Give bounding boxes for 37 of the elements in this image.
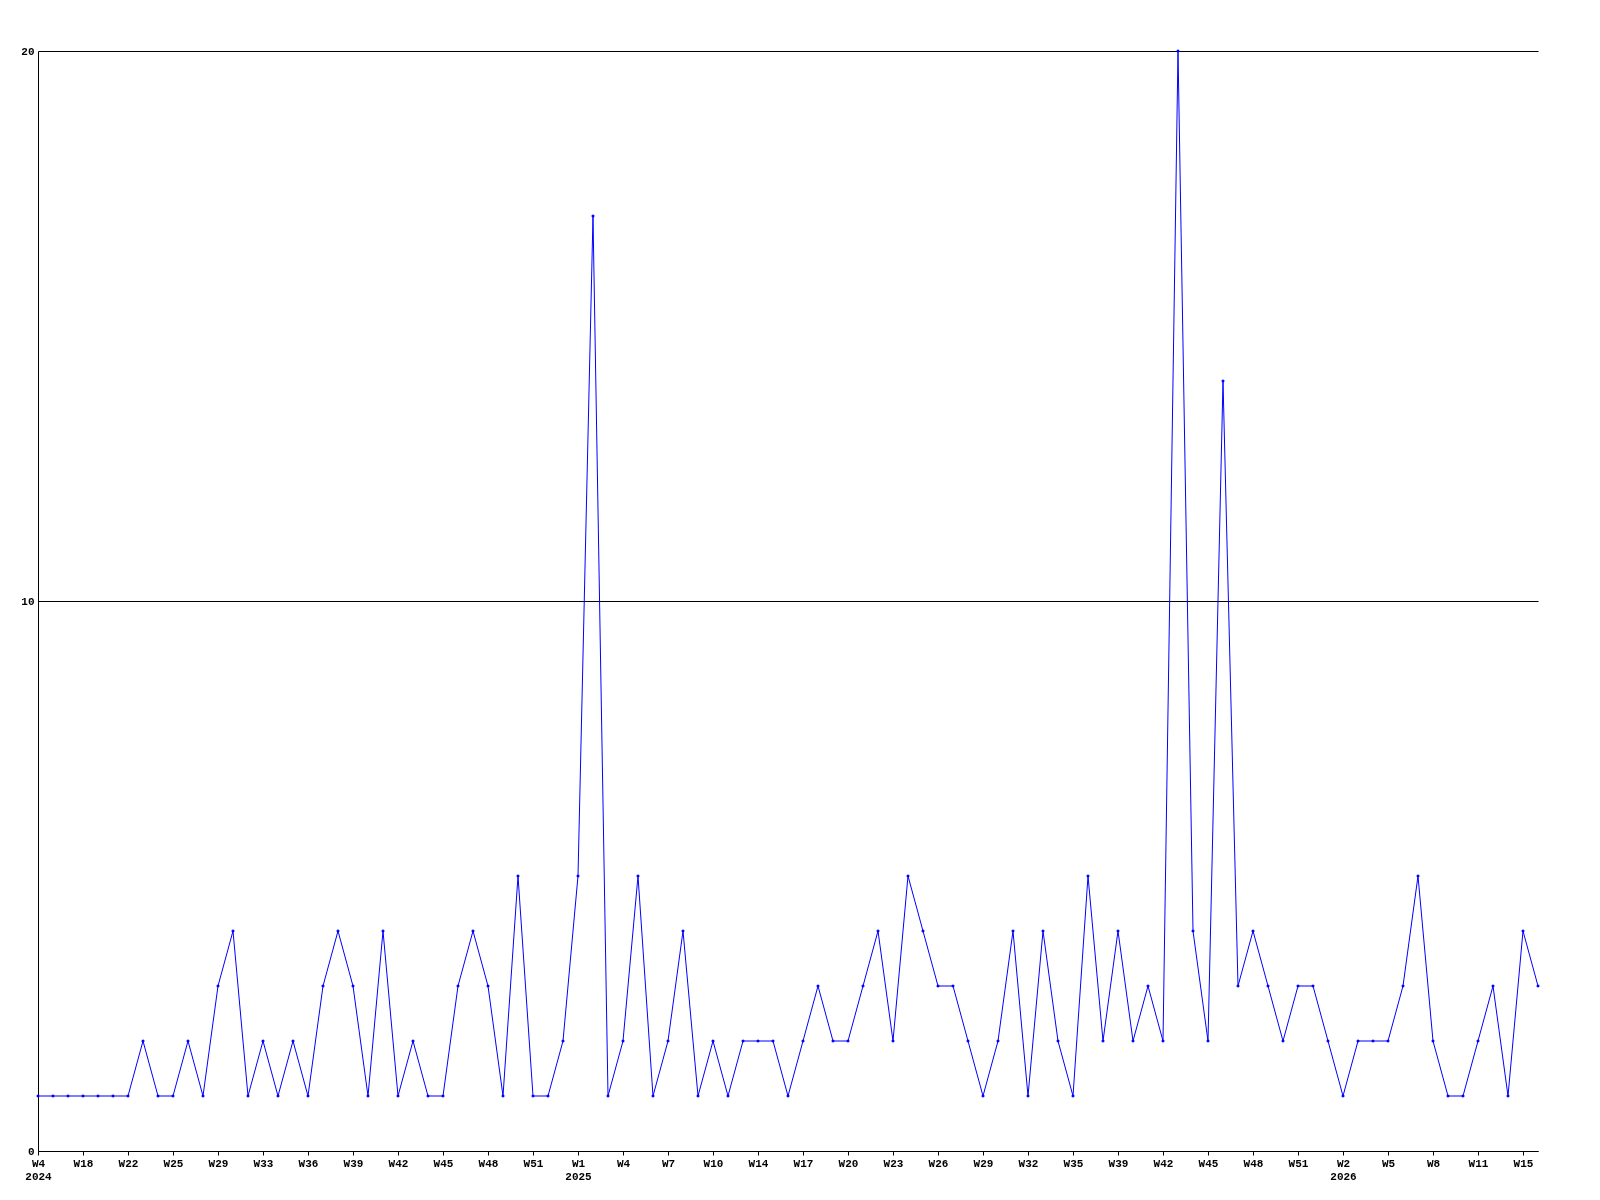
- x-tick-label: W4: [616, 1157, 631, 1170]
- x-tick-label: W42: [1153, 1157, 1174, 1170]
- x-tick-label: W10: [703, 1157, 724, 1170]
- x-tick-label: W26: [928, 1157, 949, 1170]
- x-tick-label: W18: [73, 1157, 94, 1170]
- x-tick-label: W8: [1426, 1157, 1441, 1170]
- x-tick-label: W48: [1243, 1157, 1264, 1170]
- x-tick-label: W4 2024: [25, 1157, 53, 1183]
- x-tick-label: W29: [973, 1157, 994, 1170]
- x-tick-label: W5: [1381, 1157, 1396, 1170]
- x-tick-label: W20: [838, 1157, 859, 1170]
- y-tick-label: 0: [27, 1145, 35, 1158]
- x-tick-label: W11: [1468, 1157, 1489, 1170]
- x-tick-label: W22: [118, 1157, 139, 1170]
- x-tick-label: W7: [661, 1157, 676, 1170]
- x-tick-label: W17: [793, 1157, 814, 1170]
- x-tick-label: W48: [478, 1157, 499, 1170]
- x-tick-label: W14: [748, 1157, 769, 1170]
- x-tick-label: W32: [1018, 1157, 1039, 1170]
- x-tick-label: W45: [433, 1157, 454, 1170]
- x-tick-label: W39: [1108, 1157, 1129, 1170]
- x-tick-label: W45: [1198, 1157, 1219, 1170]
- x-tick-label: W42: [388, 1157, 409, 1170]
- x-tick-label: W1 2025: [565, 1157, 593, 1183]
- y-tick-label: 20: [21, 45, 35, 58]
- y-tick-label: 10: [21, 595, 35, 608]
- x-tick-label: W36: [298, 1157, 319, 1170]
- x-tick-label: W51: [1288, 1157, 1309, 1170]
- x-tick-label: W35: [1063, 1157, 1084, 1170]
- x-tick-label: W23: [883, 1157, 904, 1170]
- x-tick-label: W29: [208, 1157, 229, 1170]
- x-tick-label: W25: [163, 1157, 184, 1170]
- x-tick-label: W2 2026: [1330, 1157, 1357, 1183]
- x-tick-label: W39: [343, 1157, 364, 1170]
- x-tick-label: W51: [523, 1157, 544, 1170]
- x-tick-label: W15: [1513, 1157, 1534, 1170]
- x-tick-label: W33: [253, 1157, 274, 1170]
